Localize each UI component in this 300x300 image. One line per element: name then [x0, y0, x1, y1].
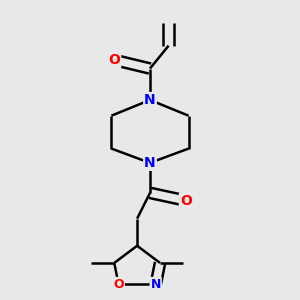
- Text: N: N: [151, 278, 161, 291]
- Text: O: O: [113, 278, 124, 291]
- Text: N: N: [144, 156, 156, 170]
- Text: O: O: [108, 53, 120, 67]
- Text: N: N: [144, 93, 156, 107]
- Text: O: O: [180, 194, 192, 208]
